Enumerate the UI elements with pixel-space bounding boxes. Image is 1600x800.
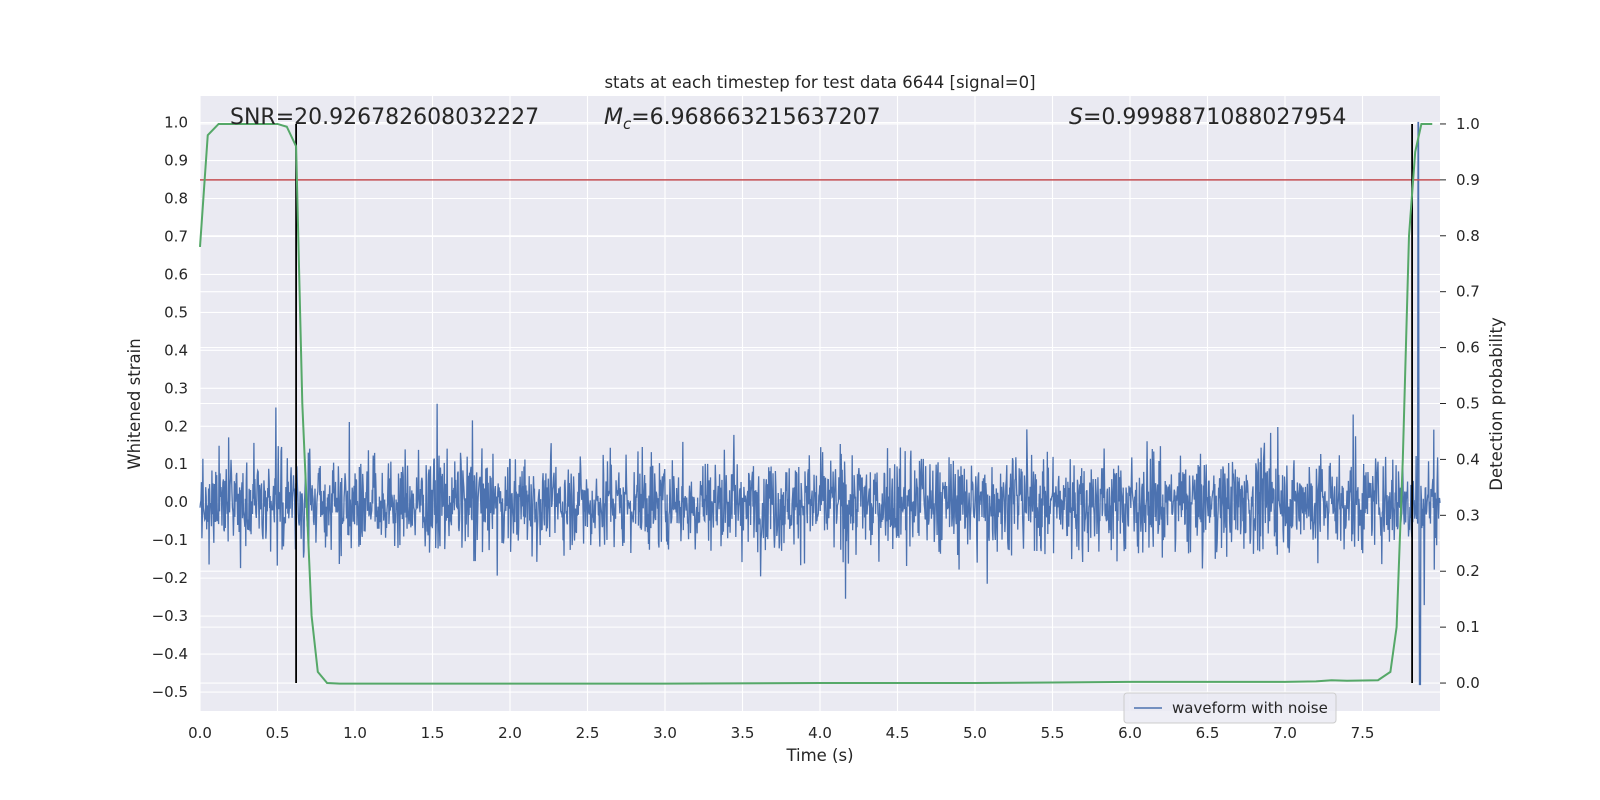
chirp-mass-symbol: M <box>604 105 623 130</box>
s-annotation: S=0.9998871088027954 <box>1069 105 1346 130</box>
s-symbol: S <box>1069 105 1083 130</box>
y-tick-label: 0.6 <box>164 265 188 283</box>
y2-tick-label: 0.2 <box>1456 562 1480 580</box>
y-tick-label: 0.2 <box>164 417 188 435</box>
chirp-mass-annotation: Mc=6.968663215637207 <box>604 105 881 133</box>
y-tick-label: 0.4 <box>164 341 188 359</box>
y-tick-label: 0.7 <box>164 227 188 245</box>
x-tick-label: 0.0 <box>188 724 212 742</box>
x-tick-label: 4.5 <box>886 724 910 742</box>
grid-lines <box>199 96 1440 711</box>
y-tick-label: −0.2 <box>152 569 188 587</box>
y-tick-label: −0.4 <box>152 645 188 663</box>
y2-tick-label: 0.7 <box>1456 283 1480 301</box>
x-tick-label: 1.5 <box>421 724 445 742</box>
y2-tick-label: 0.4 <box>1456 450 1480 468</box>
x-axis-label: Time (s) <box>785 746 853 765</box>
y-tick-label: −0.3 <box>152 607 188 625</box>
y2-axis-label: Detection probability <box>1487 317 1506 491</box>
x-tick-label: 2.5 <box>576 724 600 742</box>
snr-annotation: SNR=20.926782608032227 <box>230 105 539 130</box>
y-tick-label: 0.3 <box>164 379 188 397</box>
y2-tick-label: 1.0 <box>1456 115 1480 133</box>
y-tick-label: 0.1 <box>164 455 188 473</box>
x-tick-label: 1.0 <box>343 724 367 742</box>
y-tick-label: 0.9 <box>164 152 188 170</box>
y-tick-label: 0.0 <box>164 493 188 511</box>
detection-probability-line <box>199 122 1433 685</box>
x-tick-label: 0.5 <box>266 724 290 742</box>
y-tick-label: −0.1 <box>152 531 188 549</box>
waveform-series <box>199 121 1441 686</box>
y-tick-label: 1.0 <box>164 114 188 132</box>
y2-tick-label: 0.8 <box>1456 227 1480 245</box>
y-axis-label: Whitened strain <box>125 338 144 469</box>
x-tick-label: 6.5 <box>1196 724 1220 742</box>
waveform-line <box>199 121 1441 686</box>
x-tick-label: 5.0 <box>963 724 987 742</box>
y2-tick-label: 0.1 <box>1456 618 1480 636</box>
y2-tick-label: 0.9 <box>1456 171 1480 189</box>
y2-tick-label: 0.3 <box>1456 506 1480 524</box>
y2-tick-label: 0.0 <box>1456 674 1480 692</box>
chirp-mass-value: =6.968663215637207 <box>631 105 880 130</box>
y-tick-label: −0.5 <box>152 683 188 701</box>
x-tick-label: 7.0 <box>1273 724 1297 742</box>
chirp-mass-subscript: c <box>623 115 632 133</box>
x-tick-label: 6.0 <box>1118 724 1142 742</box>
chart-title: stats at each timestep for test data 664… <box>604 73 1035 92</box>
x-tick-label: 4.0 <box>808 724 832 742</box>
y-tick-label: 0.5 <box>164 303 188 321</box>
x-tick-label: 7.5 <box>1351 724 1375 742</box>
y2-tick-label: 0.5 <box>1456 395 1480 413</box>
tick-labels: 0.0 0.5 1.0 1.5 2.0 2.5 3.0 3.5 4.0 4.5 5.0 5.5 6.0 6… <box>152 114 1480 742</box>
x-tick-label: 3.5 <box>731 724 755 742</box>
legend-label: waveform with noise <box>1172 699 1328 717</box>
y-tick-label: 0.8 <box>164 190 188 208</box>
s-value: =0.9998871088027954 <box>1083 105 1346 130</box>
overlay-lines <box>199 122 1440 685</box>
legend: waveform with noise <box>1123 692 1337 724</box>
y2-tick-label: 0.6 <box>1456 339 1480 357</box>
x-tick-label: 5.5 <box>1041 724 1065 742</box>
x-tick-label: 2.0 <box>498 724 522 742</box>
x-tick-label: 3.0 <box>653 724 677 742</box>
legend-box <box>1123 692 1337 724</box>
